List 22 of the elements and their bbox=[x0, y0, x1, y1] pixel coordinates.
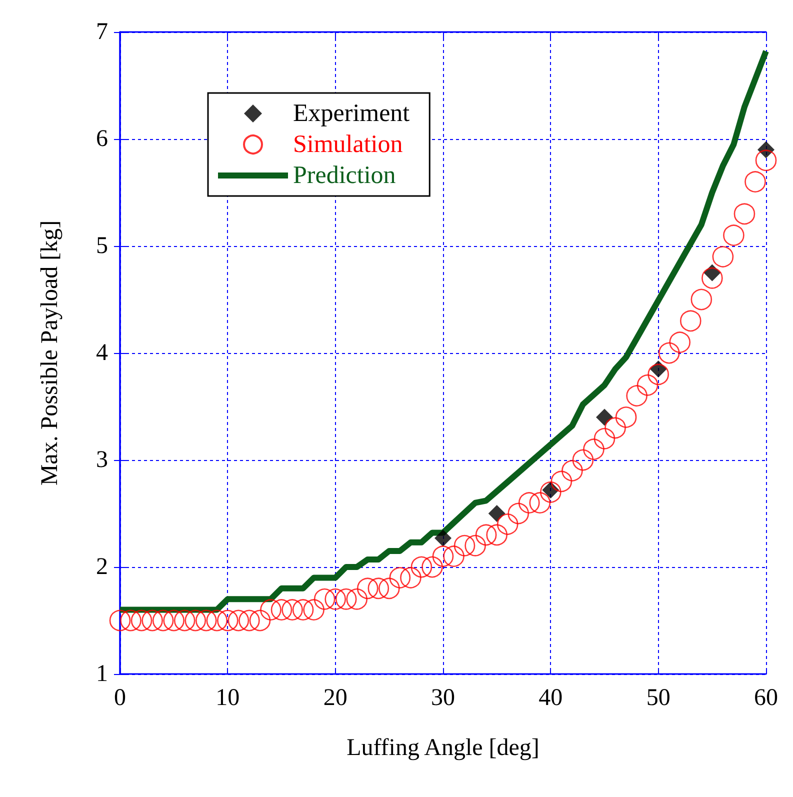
x-tick-label: 50 bbox=[646, 685, 670, 711]
y-tick-label: 4 bbox=[96, 340, 108, 366]
x-tick-label: 20 bbox=[323, 685, 348, 711]
x-tick-label: 30 bbox=[431, 685, 455, 711]
y-tick-label: 5 bbox=[96, 233, 108, 259]
x-tick-label: 0 bbox=[114, 685, 126, 711]
legend-label: Simulation bbox=[293, 131, 404, 158]
y-tick-label: 1 bbox=[96, 661, 108, 687]
point bbox=[596, 408, 613, 426]
x-tick-label: 10 bbox=[216, 685, 240, 711]
y-tick-label: 3 bbox=[96, 447, 108, 473]
point bbox=[434, 530, 452, 547]
point bbox=[488, 505, 506, 522]
y-axis-title: Max. Possible Payload [kg] bbox=[37, 220, 63, 486]
y-tick-label: 2 bbox=[96, 554, 108, 580]
x-tick-label: 60 bbox=[754, 685, 778, 711]
legend-label: Prediction bbox=[293, 162, 396, 189]
legend-label: Experiment bbox=[293, 100, 410, 127]
y-tick-label: 7 bbox=[96, 19, 108, 45]
x-tick-label: 40 bbox=[538, 685, 563, 711]
y-tick-label: 6 bbox=[96, 126, 108, 152]
x-axis-title: Luffing Angle [deg] bbox=[346, 735, 540, 761]
